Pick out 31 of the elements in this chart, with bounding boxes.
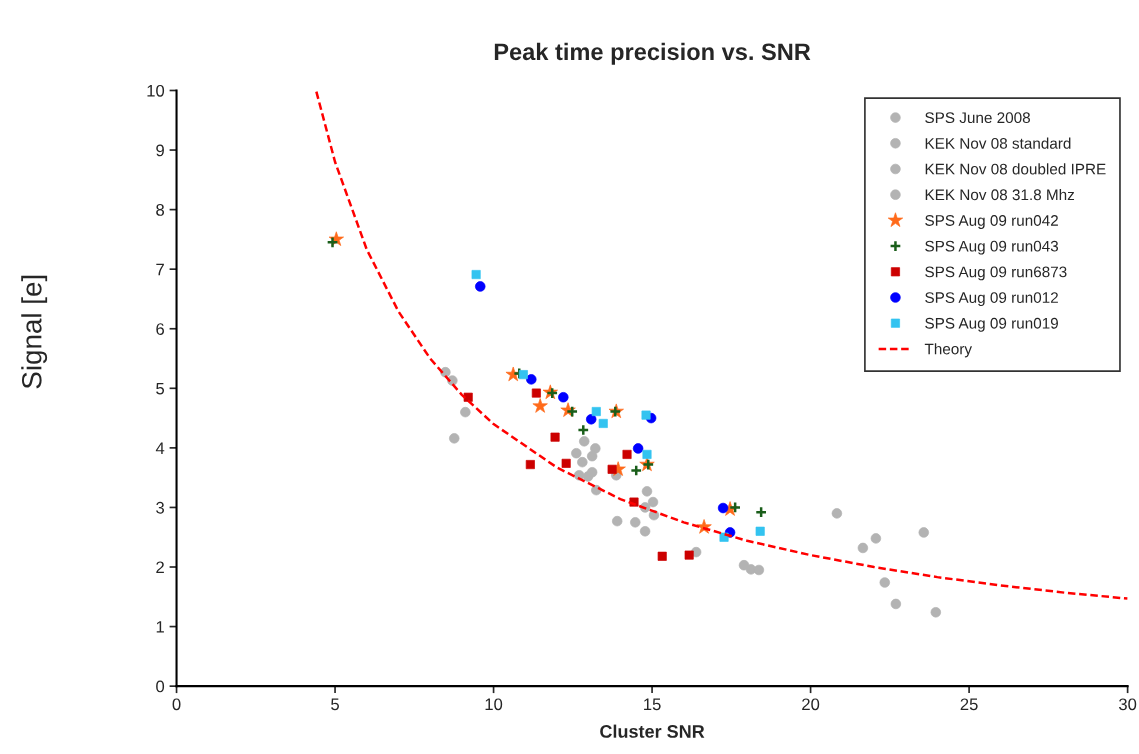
y-tick-label: 4 bbox=[155, 442, 165, 454]
legend-label: KEK Nov 08 doubled IPRE bbox=[925, 163, 1106, 175]
x-tick-label: 0 bbox=[172, 698, 181, 711]
x-tick-label: 15 bbox=[644, 698, 661, 711]
x-axis-title: Cluster SNR bbox=[600, 724, 705, 738]
legend-label: SPS Aug 09 run042 bbox=[925, 215, 1058, 229]
chart-title: Peak time precision vs. SNR bbox=[494, 42, 811, 65]
y-tick-label: 8 bbox=[156, 204, 165, 216]
legend-label: SPS Aug 09 run012 bbox=[925, 292, 1058, 307]
y-tick-label: 2 bbox=[156, 561, 164, 574]
y-axis-title: Signal [e] bbox=[21, 275, 48, 389]
y-tick-label: 3 bbox=[156, 501, 165, 514]
legend-label: SPS Aug 09 run043 bbox=[925, 240, 1059, 255]
legend-label: KEK Nov 08 31.8 Mhz bbox=[925, 188, 1075, 201]
y-tick-label: 9 bbox=[156, 144, 164, 157]
x-tick-label: 10 bbox=[485, 698, 503, 711]
y-tick-label: 10 bbox=[147, 84, 165, 97]
y-tick-label: 7 bbox=[156, 263, 164, 276]
legend-label: Theory bbox=[924, 343, 972, 358]
y-tick-label: 0 bbox=[156, 680, 165, 693]
x-tick-label: 5 bbox=[331, 698, 339, 711]
y-tick-label: 1 bbox=[156, 621, 164, 633]
legend-label: SPS Aug 09 run6873 bbox=[925, 266, 1067, 281]
legend-label: SPS June 2008 bbox=[925, 112, 1030, 124]
x-tick-label: 20 bbox=[802, 698, 820, 711]
legend-label: SPS Aug 09 run019 bbox=[925, 317, 1058, 332]
x-tick-label: 25 bbox=[960, 698, 978, 711]
y-tick-label: 6 bbox=[156, 323, 165, 335]
y-tick-label: 5 bbox=[156, 382, 165, 395]
legend-label: KEK Nov 08 standard bbox=[925, 137, 1071, 149]
x-tick-label: 30 bbox=[1118, 698, 1137, 711]
